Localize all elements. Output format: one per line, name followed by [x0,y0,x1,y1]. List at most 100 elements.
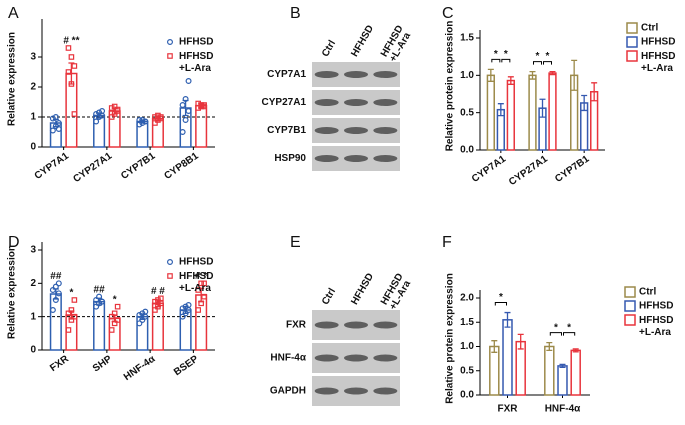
y-tick-label: 1.5 [460,33,474,44]
legend-swatch [626,22,638,34]
legend-swatch [626,36,638,48]
data-point [65,310,72,317]
bracket-label: * [504,49,508,60]
data-point [65,327,72,333]
data-point [142,308,149,315]
y-tick-label: 1 [30,311,36,322]
blot-band [344,127,368,134]
x-tick-label: HNF-4α [122,353,158,383]
legend-label: HFHSD +L-Ara [639,315,673,338]
significance-label: * [69,288,73,299]
lane-label: Ctrl [320,38,338,59]
significance-label: * [113,294,117,305]
legend-swatch [624,300,636,312]
error-bar [571,59,578,91]
data-point [68,307,75,313]
bracket-label: * [499,292,503,303]
y-axis-label: Relative protein expression [445,21,456,152]
panel-letter: F [442,234,452,251]
x-tick-label: CYP27A1 [507,153,550,188]
data-point [49,307,56,314]
y-axis-label: Relative protein expression [445,273,456,404]
bar [151,302,164,351]
significance-label: ## [94,284,106,295]
blot-band [314,127,339,134]
x-tick-label: CYP7A1 [33,150,72,182]
data-point [155,112,161,119]
y-tick-label: 0.0 [460,390,474,401]
y-tick-label: 2.0 [460,293,474,304]
bar [486,74,495,151]
error-bar [572,348,579,353]
data-point [55,119,62,126]
data-point [152,307,158,313]
error-bar [504,311,511,328]
data-point [96,300,103,307]
error-bar [507,76,514,85]
blot-band [344,71,368,78]
data-point [52,297,59,304]
error-bar [591,82,598,102]
legend-label: HFHSD [639,301,673,312]
y-tick-label: 0 [30,142,36,153]
panel-letter: B [290,5,301,22]
data-point [99,298,106,305]
y-tick-label: 0.5 [460,107,474,118]
data-point [195,100,201,107]
y-tick-label: 1.5 [460,317,474,328]
blot-band [373,71,398,78]
y-tick-label: 0.5 [460,365,474,376]
legend-marker [167,38,174,45]
blot-band [314,71,339,78]
panel-letter: E [290,234,301,251]
data-point [195,287,201,293]
legend-label: HFHSD +L-Ara [641,51,675,74]
x-tick-label: CYP7B1 [119,150,158,182]
data-point [108,313,115,320]
data-point [185,107,192,114]
x-tick-label: BSEP [172,353,201,378]
data-point [142,118,149,125]
blot-band [314,99,339,106]
x-tick-label: FXR [498,404,519,415]
legend-label: HFHSD [641,37,675,48]
bar [195,104,208,148]
data-point [158,114,164,120]
data-point [68,54,75,60]
bar [548,72,557,151]
x-tick-label: CYP7A1 [470,153,509,185]
data-point [139,116,146,123]
bracket-label: * [567,322,571,333]
data-point [96,293,103,300]
bar [195,294,208,351]
x-tick-label: HNF-4α [545,404,581,415]
data-point [136,320,143,327]
bar [544,345,555,396]
legend-swatch [624,314,636,326]
row-label: CYP27A1 [262,97,307,108]
data-point [201,293,207,300]
x-tick-label: CYP8B1 [162,150,201,182]
legend-label: HFHSD [179,37,213,48]
error-bar [497,103,504,117]
data-point [108,105,115,111]
data-point [52,122,59,129]
y-tick-label: 1 [30,112,36,123]
bracket-label: * [546,51,550,62]
x-tick-label: CYP27A1 [71,150,114,185]
significance-label: # ** [63,36,79,47]
legend-swatch [626,50,638,62]
row-label: CYP7B1 [267,125,306,136]
blot-band [344,354,368,362]
data-point [155,303,161,310]
blot-band [314,155,339,162]
data-point [71,313,78,320]
bar [108,317,121,351]
data-point [68,81,75,87]
data-point [111,320,118,327]
bar [489,345,500,396]
row-label: CYP7A1 [267,69,306,80]
data-point [139,310,146,317]
legend-label: HFHSD +L-Ara [179,51,213,74]
data-point [49,287,56,294]
